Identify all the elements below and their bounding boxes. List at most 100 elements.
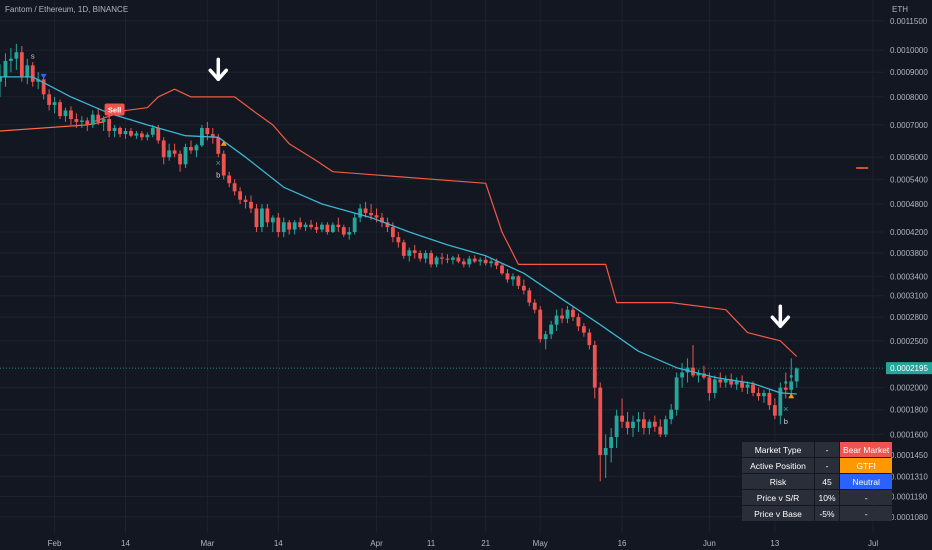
table-mid: -5% — [815, 506, 839, 521]
candle-body — [79, 120, 84, 122]
y-tick-label: 0.0001310 — [890, 472, 928, 481]
x-signal-mark: × — [216, 158, 221, 168]
candle-body — [669, 409, 674, 420]
x-tick-label: Jun — [703, 539, 716, 548]
candle-body — [227, 175, 232, 184]
candle-body — [625, 421, 630, 428]
table-value-active-position: GTFI — [840, 458, 893, 473]
candle-body — [96, 114, 101, 122]
candle-body — [260, 208, 264, 228]
candle-body — [778, 387, 783, 416]
candle-body — [36, 79, 41, 82]
candle-body — [330, 224, 335, 233]
table-label: Price v Base — [742, 506, 814, 521]
y-axis-unit: ETH — [892, 5, 908, 14]
x-tick-label: Mar — [200, 539, 214, 548]
candle-body — [145, 134, 150, 138]
signal-dot — [789, 374, 793, 378]
candle-body — [9, 58, 13, 61]
chart-title: Fantom / Ethereum, 1D, BINANCE — [5, 5, 129, 14]
y-tick-label: 0.0008000 — [890, 93, 928, 102]
table-value-market-type: Bear Market — [840, 442, 893, 457]
y-tick-label: 0.0001600 — [890, 430, 928, 439]
y-tick-label: 0.0003100 — [890, 292, 928, 301]
candle-body — [156, 127, 161, 141]
x-tick-label: 13 — [770, 539, 779, 548]
sell-label-box — [104, 103, 125, 116]
candle-body — [232, 183, 237, 192]
candle-body — [0, 76, 2, 82]
candle-body — [680, 372, 685, 378]
table-row: Active Position - GTFI — [742, 458, 893, 473]
candle-body — [707, 377, 712, 393]
candle-body — [123, 131, 128, 135]
orange-triangle-marker — [220, 140, 227, 146]
candle-body — [281, 222, 286, 233]
candle-body — [363, 208, 368, 213]
candle-body — [456, 257, 461, 262]
candle-body — [396, 237, 401, 243]
candle-body — [756, 392, 761, 397]
candle-body — [772, 405, 777, 416]
candle-body — [527, 290, 532, 303]
candle-body — [641, 419, 646, 428]
candle-body — [751, 384, 755, 393]
candle-body — [205, 127, 210, 135]
y-tick-label: 0.0007000 — [890, 121, 928, 130]
y-tick-label: 0.0011500 — [890, 17, 928, 26]
candle-body — [521, 285, 526, 291]
candle-body — [560, 315, 564, 319]
down-arrow-icon — [770, 304, 791, 329]
y-tick-label: 0.0005400 — [890, 175, 928, 184]
table-row: Price v S/R 10% - — [742, 490, 893, 505]
candle-body — [663, 419, 668, 435]
candle-body — [380, 217, 384, 223]
x-tick-label: Jul — [868, 539, 878, 548]
candle-body — [658, 426, 663, 435]
candle-body — [516, 276, 521, 286]
candle-body — [254, 208, 259, 228]
candle-body — [41, 79, 46, 95]
candle-body — [532, 302, 537, 310]
y-tick-label: 0.0004800 — [890, 200, 928, 209]
candle-body — [489, 261, 494, 264]
x-tick-label: 21 — [481, 539, 490, 548]
x-tick-label: 11 — [427, 539, 436, 548]
candle-body — [325, 224, 330, 233]
candle-body — [3, 60, 8, 77]
candle-body — [565, 309, 570, 319]
candle-body — [783, 387, 788, 390]
table-label: Active Position — [742, 458, 814, 473]
candle-body — [210, 134, 215, 138]
candle-body — [538, 309, 543, 340]
candle-body — [712, 379, 717, 393]
y-tick-label: 0.0004200 — [890, 228, 928, 237]
candle-body — [549, 324, 554, 335]
candle-body — [276, 217, 281, 233]
table-label: Price v S/R — [742, 490, 814, 505]
candle-body — [69, 110, 73, 120]
candle-body — [652, 421, 657, 427]
table-value-price-vs-base: - — [840, 506, 893, 521]
candle-body — [647, 421, 652, 428]
candle-body — [320, 224, 324, 230]
sell-label-text: Sell — [108, 105, 121, 114]
candle-body — [298, 222, 303, 228]
candle-body — [134, 133, 139, 136]
b-label: b — [784, 417, 788, 426]
candle-body — [118, 127, 122, 135]
candle-body — [303, 224, 308, 228]
candle-body — [598, 387, 603, 456]
candle-body — [745, 384, 750, 388]
candle-body — [603, 447, 608, 456]
x-tick-label: 14 — [274, 539, 283, 548]
signal-dot — [784, 380, 788, 384]
candle-body — [729, 379, 734, 385]
candle-body — [336, 224, 341, 228]
candle-body — [63, 110, 68, 117]
candle-body — [614, 415, 619, 438]
table-value-price-vs-sr: - — [840, 490, 893, 505]
candle-body — [189, 147, 193, 151]
candle-body — [620, 415, 624, 422]
